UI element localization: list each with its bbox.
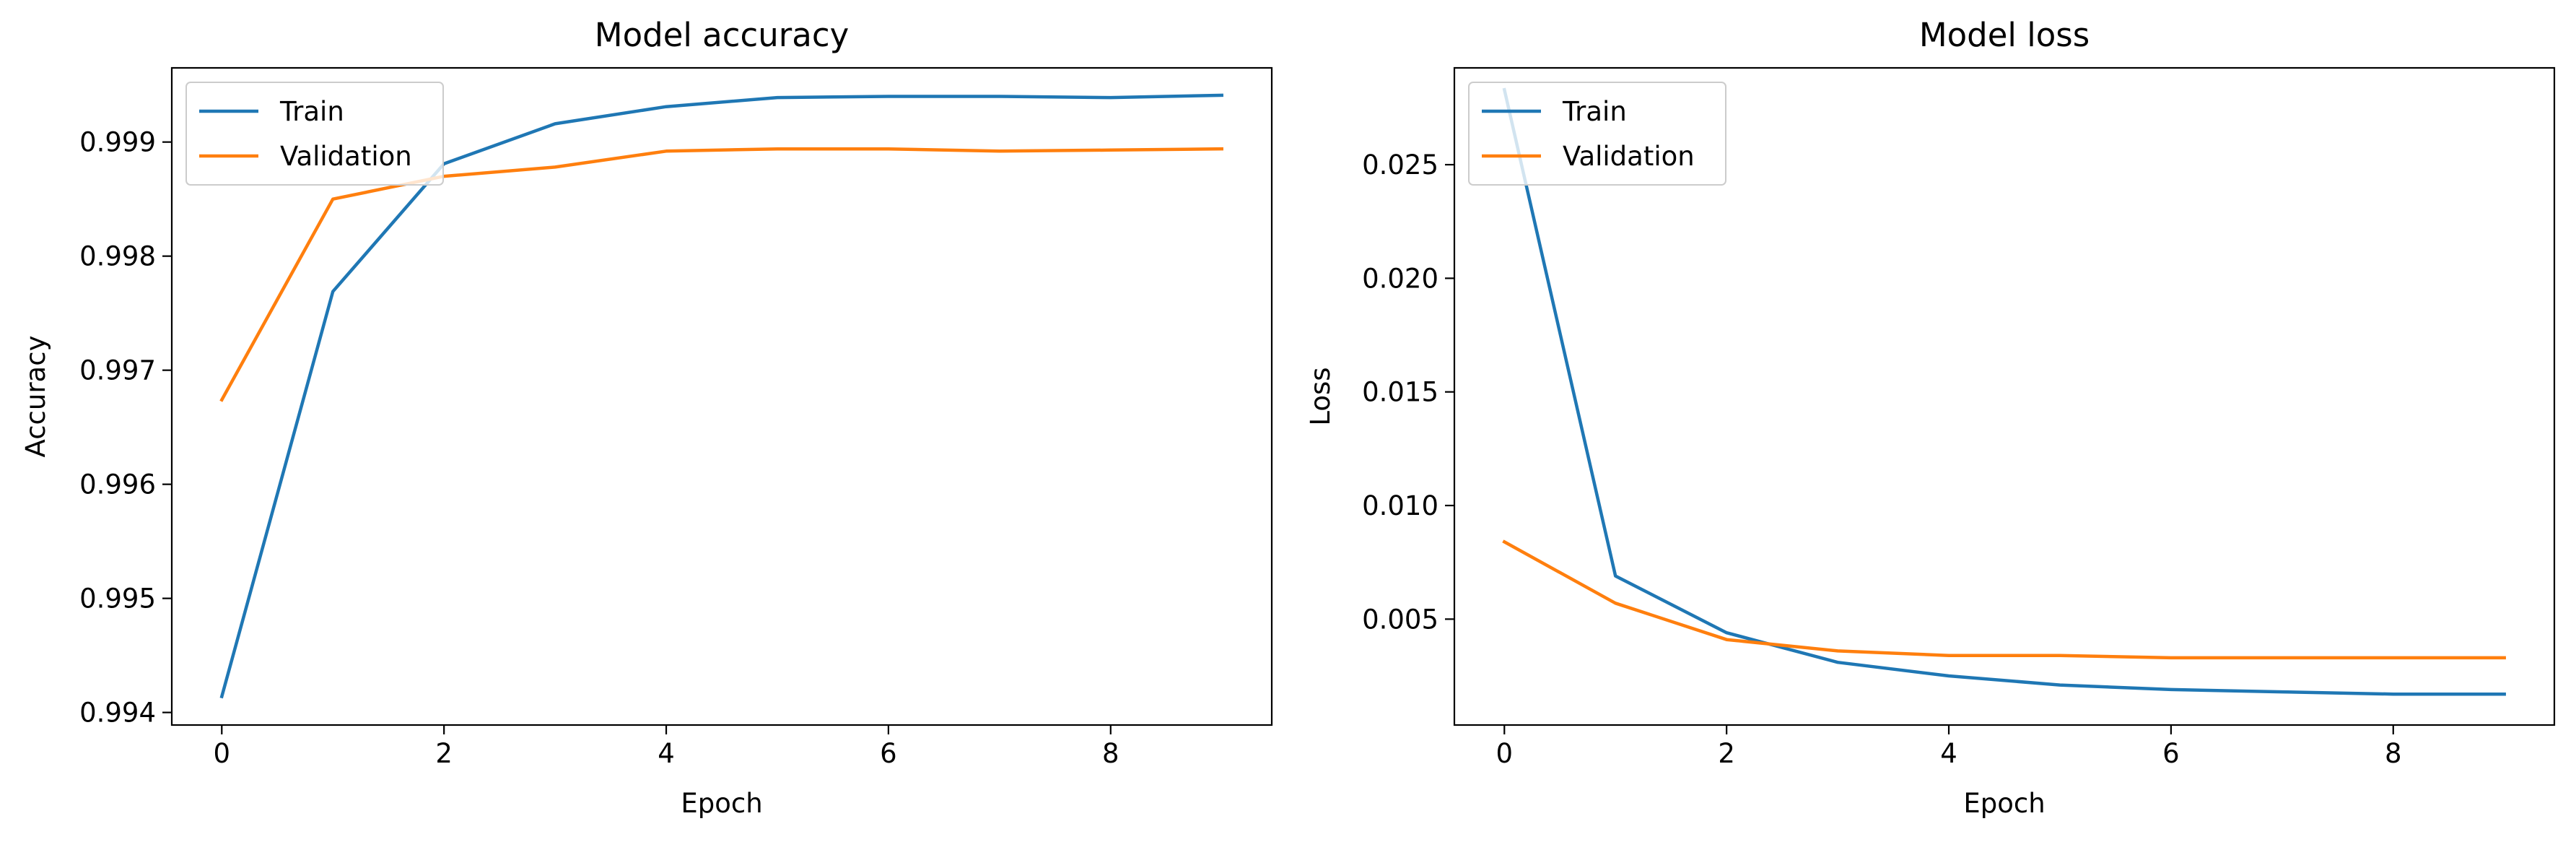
x-tick-label: 8 [2385, 738, 2402, 769]
legend-label: Train [279, 96, 344, 127]
x-tick-label: 4 [658, 738, 675, 769]
chart-title: Model accuracy [595, 16, 849, 54]
series-line-train [219, 93, 1223, 699]
y-tick-label: 0.020 [1362, 263, 1438, 294]
legend-label: Validation [280, 141, 412, 172]
y-tick-label: 0.005 [1362, 604, 1438, 635]
y-tick-label: 0.994 [79, 698, 156, 729]
y-tick-label: 0.995 [79, 583, 156, 615]
y-tick-label: 0.025 [1362, 149, 1438, 181]
y-axis-label: Accuracy [20, 336, 51, 458]
x-tick-label: 6 [2162, 738, 2180, 769]
loss-chart: Model loss Epoch Loss Train Validation 0 2… [1305, 16, 2556, 819]
legend-box [185, 82, 444, 186]
x-tick-label: 0 [1496, 738, 1513, 769]
y-tick-label: 0.015 [1362, 377, 1438, 408]
x-tick-label: 8 [1102, 738, 1119, 769]
x-tick-label: 4 [1940, 738, 1957, 769]
plot-area [219, 93, 1223, 699]
plot-area [1502, 87, 2506, 696]
x-tick-label: 2 [435, 738, 453, 769]
accuracy-chart: Model accuracy Epoch Accuracy Train Valid… [20, 16, 1273, 819]
y-tick-label: 0.999 [79, 127, 156, 158]
series-line-validation [219, 147, 1223, 402]
legend-label: Train [1562, 96, 1627, 127]
x-axis-label: Epoch [681, 788, 762, 819]
axes-frame [1453, 66, 2556, 726]
chart-title: Model loss [1919, 16, 2090, 54]
y-tick-label: 0.996 [79, 469, 156, 500]
series-line-train [1502, 87, 2506, 696]
y-tick-label: 0.997 [79, 355, 156, 386]
y-tick-label: 0.010 [1362, 490, 1438, 521]
axes-frame [170, 66, 1273, 726]
x-axis-label: Epoch [1963, 788, 2045, 819]
legend: Train Validation [1468, 82, 1726, 186]
legend-label: Validation [1563, 141, 1695, 172]
y-tick-label: 0.998 [79, 241, 156, 272]
series-line-validation [1502, 539, 2506, 660]
x-tick-label: 2 [1718, 738, 1735, 769]
x-tick-label: 6 [880, 738, 897, 769]
legend: Train Validation [185, 82, 444, 186]
y-axis-label: Loss [1305, 367, 1336, 425]
legend-box [1468, 82, 1726, 186]
x-tick-label: 0 [213, 738, 230, 769]
